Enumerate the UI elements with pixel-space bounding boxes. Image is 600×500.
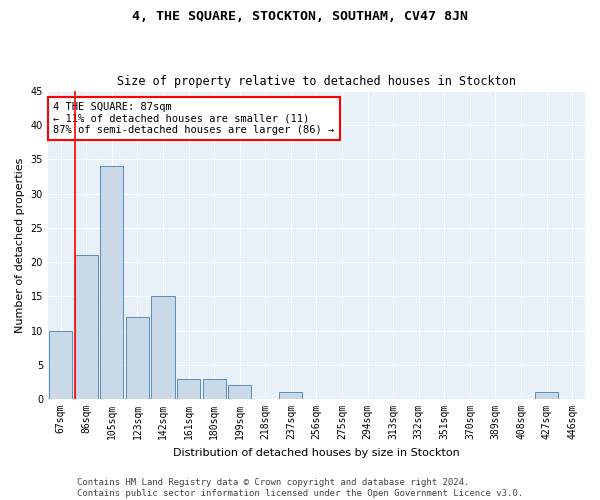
Title: Size of property relative to detached houses in Stockton: Size of property relative to detached ho…	[117, 76, 516, 88]
Bar	[203, 378, 226, 399]
Bar	[535, 392, 558, 399]
Text: Contains HM Land Registry data © Crown copyright and database right 2024.
Contai: Contains HM Land Registry data © Crown c…	[77, 478, 523, 498]
Y-axis label: Number of detached properties: Number of detached properties	[15, 158, 25, 332]
Bar	[100, 166, 124, 399]
Bar	[75, 256, 98, 399]
Bar	[228, 386, 251, 399]
Text: 4 THE SQUARE: 87sqm
← 11% of detached houses are smaller (11)
87% of semi-detach: 4 THE SQUARE: 87sqm ← 11% of detached ho…	[53, 102, 335, 135]
Bar	[177, 378, 200, 399]
Bar	[280, 392, 302, 399]
Text: 4, THE SQUARE, STOCKTON, SOUTHAM, CV47 8JN: 4, THE SQUARE, STOCKTON, SOUTHAM, CV47 8…	[132, 10, 468, 23]
X-axis label: Distribution of detached houses by size in Stockton: Distribution of detached houses by size …	[173, 448, 460, 458]
Bar	[126, 317, 149, 399]
Bar	[151, 296, 175, 399]
Bar	[49, 330, 72, 399]
